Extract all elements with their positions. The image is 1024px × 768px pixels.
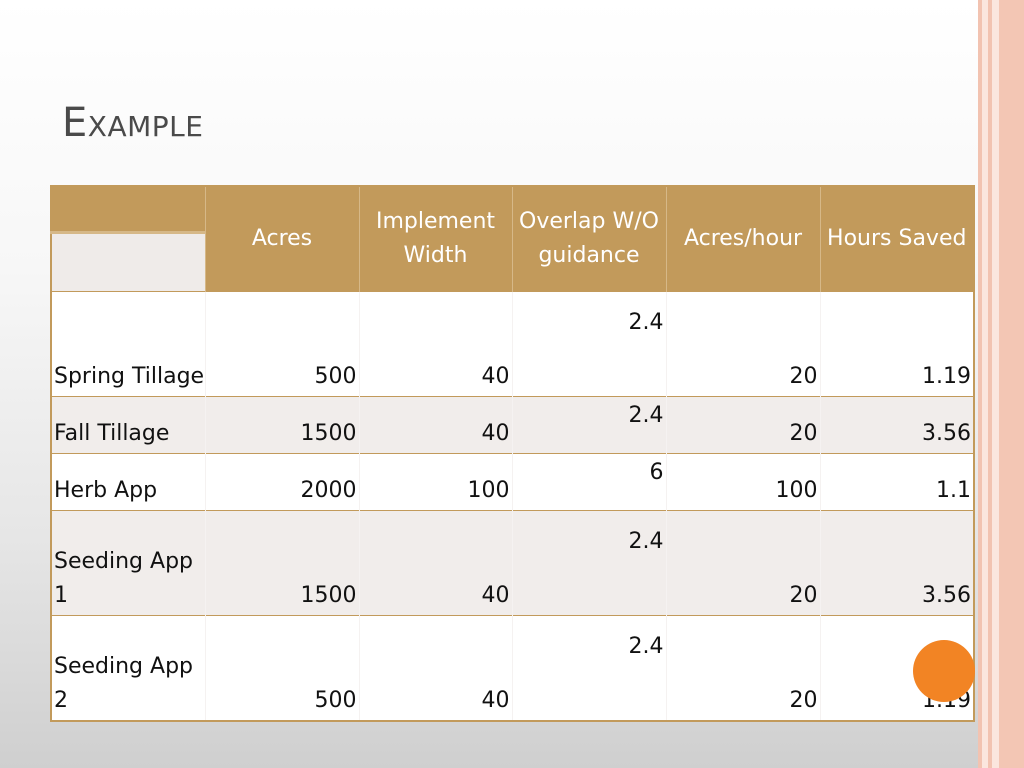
cell-acres: 1500 <box>204 510 359 616</box>
cell-overlap: 2.4 <box>511 510 666 616</box>
header-implement-width: Implement Width <box>358 186 512 292</box>
cell-overlap: 2.4 <box>511 615 666 721</box>
header-acres-per-hour: Acres/hour <box>665 186 820 292</box>
cell-acres-per-hour: 20 <box>665 615 820 721</box>
table-row: Spring Tillage 500 40 2.4 20 1.19 <box>51 291 974 397</box>
header-overlap: Overlap W/O guidance <box>511 186 666 292</box>
row-label: Fall Tillage <box>51 396 205 454</box>
cell-hours-saved: 3.56 <box>819 510 974 616</box>
accent-circle <box>913 640 975 702</box>
cell-acres-per-hour: 20 <box>665 291 820 397</box>
table-row: Seeding App 2 500 40 2.4 20 1.19 <box>51 615 974 721</box>
table-row: Fall Tillage 1500 40 2.4 20 3.56 <box>51 396 974 454</box>
header-row-lower <box>51 231 974 292</box>
table-row: Herb App 2000 100 6 100 1.1 <box>51 453 974 511</box>
cell-acres-per-hour: 100 <box>665 453 820 511</box>
cell-acres: 1500 <box>204 396 359 454</box>
cell-implement-width: 40 <box>358 396 512 454</box>
header-acres: Acres <box>204 186 359 292</box>
header-blank-cell <box>51 186 205 233</box>
cell-hours-saved: 1.19 <box>819 291 974 397</box>
row-label: Seeding App 1 <box>51 510 205 616</box>
header-hours-saved: Hours Saved <box>819 186 974 292</box>
row-label: Spring Tillage <box>51 291 205 397</box>
header-blank-cell <box>51 231 205 292</box>
cell-implement-width: 40 <box>358 291 512 397</box>
table-row: Seeding App 1 1500 40 2.4 20 3.56 <box>51 510 974 616</box>
cell-overlap: 6 <box>511 453 666 511</box>
cell-implement-width: 40 <box>358 510 512 616</box>
cell-acres-per-hour: 20 <box>665 396 820 454</box>
cell-implement-width: 100 <box>358 453 512 511</box>
cell-acres: 500 <box>204 291 359 397</box>
cell-hours-saved: 3.56 <box>819 396 974 454</box>
cell-acres-per-hour: 20 <box>665 510 820 616</box>
cell-overlap: 2.4 <box>511 291 666 397</box>
row-label: Seeding App 2 <box>51 615 205 721</box>
cell-acres: 2000 <box>204 453 359 511</box>
slide-title: Example <box>62 100 204 146</box>
cell-implement-width: 40 <box>358 615 512 721</box>
edge-stripe <box>999 0 1024 768</box>
row-label: Herb App <box>51 453 205 511</box>
edge-stripe <box>988 0 992 768</box>
edge-stripe <box>992 0 999 768</box>
header-row: Acres Implement Width Overlap W/O guidan… <box>51 186 974 292</box>
cell-overlap: 2.4 <box>511 396 666 454</box>
cell-acres: 500 <box>204 615 359 721</box>
data-table: Acres Implement Width Overlap W/O guidan… <box>50 185 975 722</box>
cell-hours-saved: 1.1 <box>819 453 974 511</box>
edge-stripe <box>982 0 988 768</box>
edge-stripe <box>978 0 982 768</box>
